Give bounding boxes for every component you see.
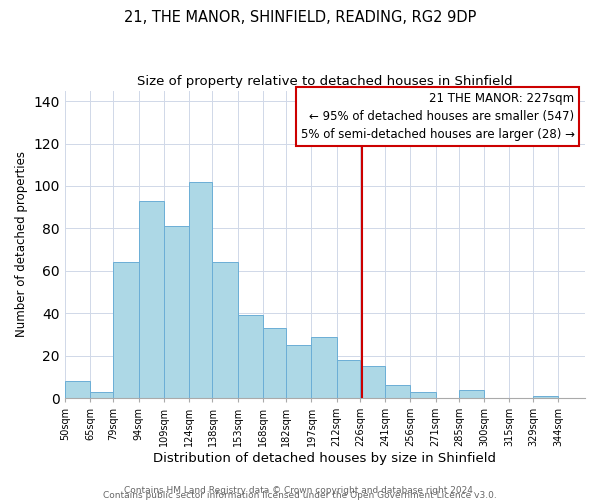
Text: 21, THE MANOR, SHINFIELD, READING, RG2 9DP: 21, THE MANOR, SHINFIELD, READING, RG2 9… [124,10,476,25]
Bar [189,182,212,398]
Bar [286,345,311,398]
Bar [311,336,337,398]
Text: 21 THE MANOR: 227sqm
← 95% of detached houses are smaller (547)
5% of semi-detac: 21 THE MANOR: 227sqm ← 95% of detached h… [301,92,575,141]
Bar [113,262,139,398]
Title: Size of property relative to detached houses in Shinfield: Size of property relative to detached ho… [137,75,513,88]
Bar [212,262,238,398]
Bar [238,316,263,398]
Bar [139,201,164,398]
Bar [360,366,385,398]
Bar [385,386,410,398]
Bar [410,392,436,398]
Bar [164,226,189,398]
Bar [337,360,360,398]
Y-axis label: Number of detached properties: Number of detached properties [15,152,28,338]
Bar [65,381,90,398]
Bar [263,328,286,398]
Text: Contains HM Land Registry data © Crown copyright and database right 2024.: Contains HM Land Registry data © Crown c… [124,486,476,495]
Bar [459,390,484,398]
X-axis label: Distribution of detached houses by size in Shinfield: Distribution of detached houses by size … [154,452,496,465]
Bar [90,392,113,398]
Text: Contains public sector information licensed under the Open Government Licence v3: Contains public sector information licen… [103,491,497,500]
Bar [533,396,558,398]
